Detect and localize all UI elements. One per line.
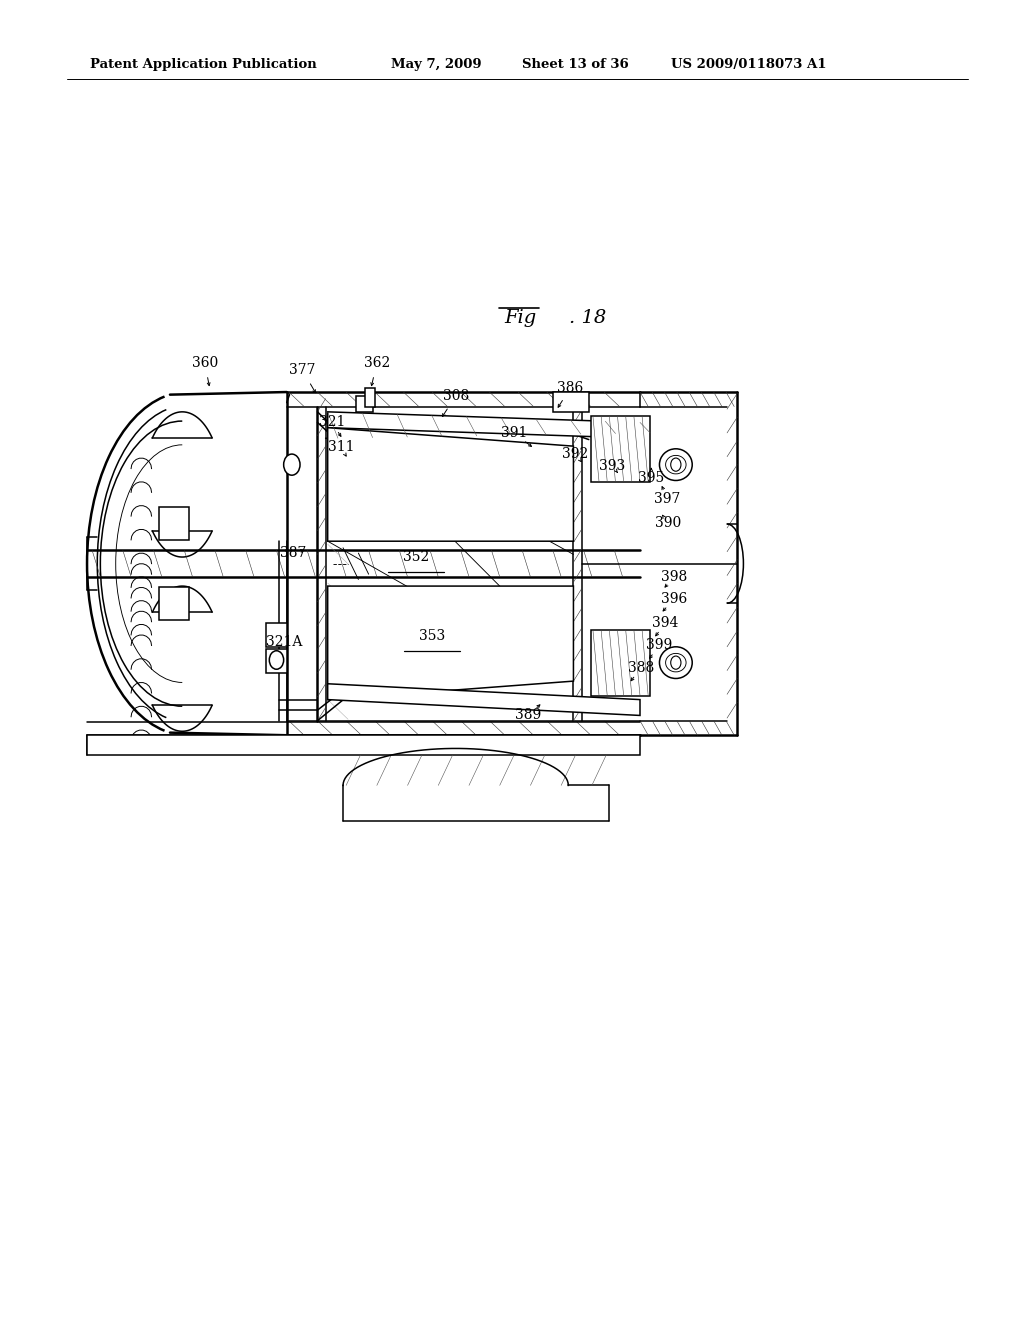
Polygon shape	[87, 735, 640, 755]
Text: 388: 388	[628, 661, 654, 675]
Bar	[553, 392, 589, 412]
Polygon shape	[328, 586, 573, 700]
Bar	[356, 396, 373, 412]
Text: 377: 377	[289, 363, 315, 376]
Text: May 7, 2009: May 7, 2009	[391, 58, 482, 71]
Text: 352: 352	[402, 550, 429, 564]
Polygon shape	[328, 428, 573, 541]
Text: 321A: 321A	[266, 635, 303, 648]
Text: 397: 397	[654, 492, 681, 506]
Bar	[591, 416, 650, 482]
Circle shape	[284, 454, 300, 475]
Circle shape	[671, 656, 681, 669]
Text: 311: 311	[328, 441, 354, 454]
Text: 392: 392	[562, 447, 589, 461]
Bar	[266, 623, 287, 647]
Text: Fig: Fig	[504, 309, 537, 327]
Text: 321: 321	[318, 416, 345, 429]
Bar	[159, 587, 189, 620]
Text: 360: 360	[191, 356, 218, 370]
Text: 398: 398	[660, 570, 687, 583]
Bar	[159, 507, 189, 540]
Text: . 18: . 18	[569, 309, 606, 327]
Text: 308: 308	[442, 389, 469, 403]
Bar	[591, 630, 650, 696]
Circle shape	[671, 458, 681, 471]
Text: 395: 395	[638, 471, 665, 484]
Polygon shape	[328, 412, 640, 438]
Text: Patent Application Publication: Patent Application Publication	[90, 58, 316, 71]
Text: 391: 391	[501, 426, 527, 440]
Text: 390: 390	[654, 516, 681, 529]
Text: 393: 393	[599, 459, 626, 473]
Text: Sheet 13 of 36: Sheet 13 of 36	[522, 58, 629, 71]
Text: 399: 399	[646, 639, 673, 652]
Text: 394: 394	[652, 616, 679, 630]
Text: 396: 396	[660, 593, 687, 606]
Bar	[365, 388, 375, 407]
Text: US 2009/0118073 A1: US 2009/0118073 A1	[671, 58, 826, 71]
Text: 353: 353	[419, 630, 445, 643]
Text: 386: 386	[557, 381, 584, 395]
Bar	[266, 649, 287, 673]
Circle shape	[269, 651, 284, 669]
Text: 387: 387	[280, 546, 306, 560]
Text: 389: 389	[515, 709, 542, 722]
Text: 362: 362	[364, 356, 390, 370]
Polygon shape	[328, 684, 640, 715]
